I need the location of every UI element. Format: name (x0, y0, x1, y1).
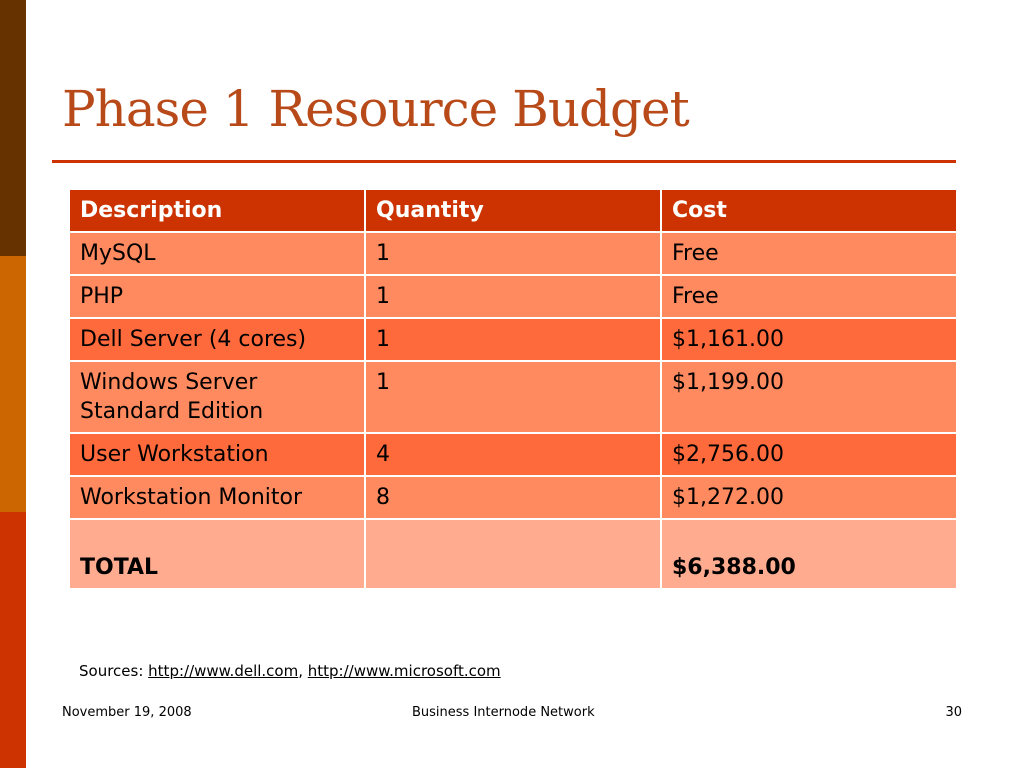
total-quantity (364, 518, 662, 590)
cell-description: Windows Server Standard Edition (68, 360, 366, 434)
footer-title: Business Internode Network (412, 705, 595, 720)
cell-cost: $2,756.00 (660, 432, 958, 477)
cell-quantity: 8 (364, 475, 662, 520)
source-link-dell[interactable]: http://www.dell.com (148, 662, 299, 680)
header-quantity: Quantity (364, 188, 662, 233)
cell-quantity: 1 (364, 274, 662, 319)
cell-cost: $1,272.00 (660, 475, 958, 520)
slide-title: Phase 1 Resource Budget (62, 80, 690, 138)
source-link-microsoft[interactable]: http://www.microsoft.com (307, 662, 501, 680)
side-bar-segment-top (0, 0, 26, 256)
table-row: Workstation Monitor 8 $1,272.00 (68, 475, 958, 520)
table-row: User Workstation 4 $2,756.00 (68, 432, 958, 477)
header-cost: Cost (660, 188, 958, 233)
sources-line: Sources: http://www.dell.com, http://www… (79, 662, 501, 680)
table-row: Dell Server (4 cores) 1 $1,161.00 (68, 317, 958, 362)
cell-quantity: 1 (364, 317, 662, 362)
cell-cost: Free (660, 274, 958, 319)
sources-prefix: Sources: (79, 662, 144, 680)
side-bar-segment-bottom (0, 512, 26, 768)
header-description: Description (68, 188, 366, 233)
cell-quantity: 1 (364, 360, 662, 434)
cell-cost: $1,161.00 (660, 317, 958, 362)
table-row: PHP 1 Free (68, 274, 958, 319)
footer-date: November 19, 2008 (62, 705, 192, 720)
cell-cost: $1,199.00 (660, 360, 958, 434)
cell-description: PHP (68, 274, 366, 319)
total-row: TOTAL $6,388.00 (68, 518, 958, 590)
cell-description: Dell Server (4 cores) (68, 317, 366, 362)
cell-quantity: 1 (364, 231, 662, 276)
title-divider (52, 160, 956, 163)
total-cost: $6,388.00 (660, 518, 958, 590)
budget-table: Description Quantity Cost MySQL 1 Free P… (68, 188, 958, 590)
table-row: Windows Server Standard Edition 1 $1,199… (68, 360, 958, 434)
total-label: TOTAL (68, 518, 366, 590)
table-row: MySQL 1 Free (68, 231, 958, 276)
cell-quantity: 4 (364, 432, 662, 477)
side-bar-segment-middle (0, 256, 26, 512)
cell-cost: Free (660, 231, 958, 276)
slide-number: 30 (945, 705, 962, 720)
table-header-row: Description Quantity Cost (68, 188, 958, 233)
cell-description: User Workstation (68, 432, 366, 477)
cell-description: Workstation Monitor (68, 475, 366, 520)
cell-description: MySQL (68, 231, 366, 276)
